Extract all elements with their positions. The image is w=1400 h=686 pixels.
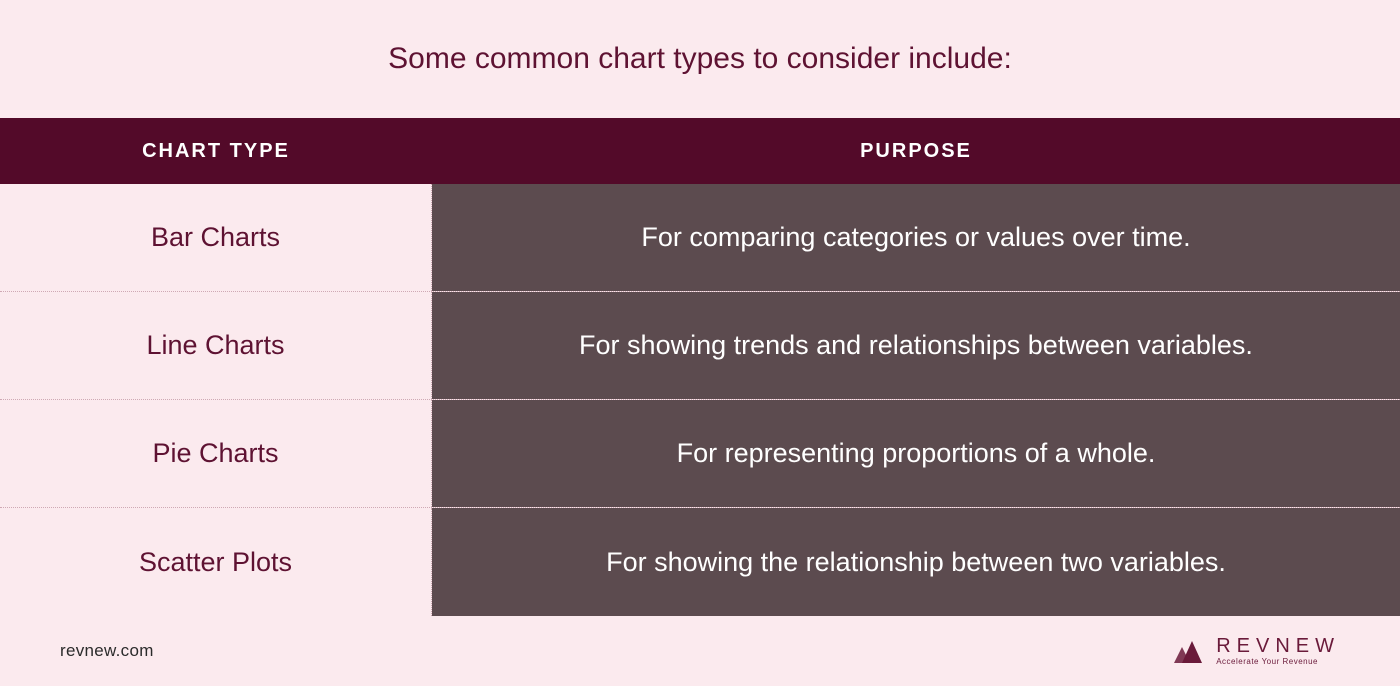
cell-purpose: For comparing categories or values over … — [432, 184, 1400, 291]
brand-logo-icon — [1172, 637, 1206, 665]
table-row: Pie ChartsFor representing proportions o… — [0, 400, 1400, 508]
page-heading: Some common chart types to consider incl… — [388, 42, 1012, 76]
cell-purpose: For showing trends and relationships bet… — [432, 292, 1400, 399]
table-row: Line ChartsFor showing trends and relati… — [0, 292, 1400, 400]
footer: revnew.com REVNEW Accelerate Your Revenu… — [0, 616, 1400, 686]
table-header-purpose: PURPOSE — [432, 118, 1400, 184]
brand-text: REVNEW Accelerate Your Revenue — [1216, 636, 1340, 666]
table-header-chart-type: CHART TYPE — [0, 118, 432, 184]
table-row: Bar ChartsFor comparing categories or va… — [0, 184, 1400, 292]
brand-tagline: Accelerate Your Revenue — [1216, 658, 1340, 666]
brand-name: REVNEW — [1216, 636, 1340, 656]
table-body: Bar ChartsFor comparing categories or va… — [0, 184, 1400, 616]
brand: REVNEW Accelerate Your Revenue — [1172, 636, 1340, 666]
table-header-row: CHART TYPE PURPOSE — [0, 118, 1400, 184]
cell-purpose: For representing proportions of a whole. — [432, 400, 1400, 507]
cell-chart-type: Line Charts — [0, 292, 432, 399]
cell-chart-type: Pie Charts — [0, 400, 432, 507]
chart-types-table: CHART TYPE PURPOSE Bar ChartsFor compari… — [0, 118, 1400, 616]
cell-chart-type: Scatter Plots — [0, 508, 432, 616]
footer-url: revnew.com — [60, 641, 154, 661]
cell-purpose: For showing the relationship between two… — [432, 508, 1400, 616]
heading-area: Some common chart types to consider incl… — [0, 0, 1400, 118]
table-row: Scatter PlotsFor showing the relationshi… — [0, 508, 1400, 616]
cell-chart-type: Bar Charts — [0, 184, 432, 291]
infographic-page: Some common chart types to consider incl… — [0, 0, 1400, 686]
